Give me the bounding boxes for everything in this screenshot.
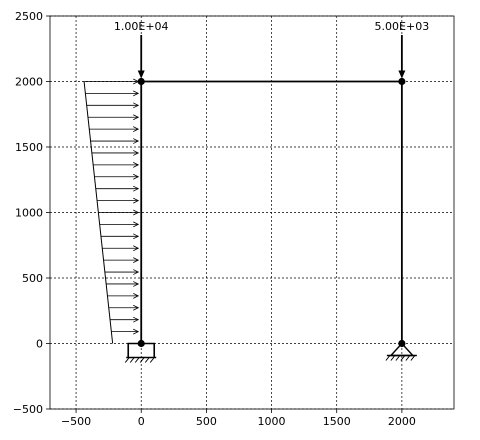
load-arrow-head: [133, 114, 140, 121]
x-tick-label: 1500: [323, 415, 351, 428]
load-arrow-head: [133, 257, 140, 263]
y-tick-label: 500: [22, 272, 43, 285]
support-hatch: [400, 355, 406, 361]
load-arrow-head: [133, 150, 140, 156]
support-hatch: [134, 357, 140, 363]
load-arrow-head: [133, 102, 140, 109]
y-tick-label: 1000: [15, 207, 43, 220]
load-arrow-head: [133, 138, 140, 144]
load-arrow-head: [133, 233, 140, 240]
nodes: [137, 77, 406, 348]
load-arrow-head: [133, 221, 140, 228]
load-arrow-head: [133, 245, 140, 252]
y-tick-label: −500: [13, 403, 43, 416]
load-arrow-head: [133, 304, 140, 311]
ticks: −500 0 500 1000 1500 2000 −500 0 500 1000 1500 2000…: [13, 10, 416, 428]
y-tick-label: 1500: [15, 141, 43, 154]
support-hatch: [410, 355, 416, 361]
load-arrow-head: [133, 269, 140, 275]
load-arrow-head: [133, 173, 140, 180]
support-hatch: [405, 355, 411, 361]
load-arrow-head: [133, 316, 140, 323]
point-load-head: [398, 70, 406, 79]
load-arrow-head: [133, 328, 140, 335]
point-load-label: 1.00E+04: [114, 20, 169, 33]
load-arrow-head: [133, 209, 140, 216]
load-arrow-head: [133, 197, 140, 204]
support-hatch: [395, 355, 401, 361]
frame-node: [398, 339, 406, 348]
point-load-label: 5.00E+03: [375, 20, 430, 33]
support-hatch: [144, 357, 150, 363]
distributed-load: [83, 78, 140, 344]
load-arrow-head: [133, 126, 140, 132]
supports: [124, 342, 417, 363]
support-hatch: [139, 357, 145, 363]
y-tick-label: 0: [36, 338, 43, 351]
support-hatch: [149, 357, 155, 363]
point-loads: 1.00E+04 5.00E+03: [114, 20, 429, 79]
support-hatch: [124, 357, 130, 363]
load-arrow-head: [133, 90, 140, 97]
load-arrow-head: [133, 162, 140, 168]
x-tick-label: 2000: [388, 415, 416, 428]
x-tick-label: 1000: [258, 415, 286, 428]
y-tick-label: 2500: [15, 10, 43, 23]
load-arrow-head: [133, 185, 140, 192]
load-arrow-head: [133, 281, 140, 287]
y-tick-label: 2000: [15, 76, 43, 89]
point-load-head: [137, 70, 145, 79]
support-hatch: [129, 357, 135, 363]
x-tick-label: −500: [61, 415, 91, 428]
x-tick-label: 0: [138, 415, 145, 428]
x-tick-label: 500: [196, 415, 217, 428]
frame-node: [398, 77, 406, 86]
support-hatch: [390, 355, 396, 361]
members: [140, 80, 403, 344]
load-arrow-head: [133, 293, 140, 299]
frame-node: [137, 339, 145, 348]
support-hatch: [385, 355, 391, 361]
frame-node: [137, 77, 145, 86]
